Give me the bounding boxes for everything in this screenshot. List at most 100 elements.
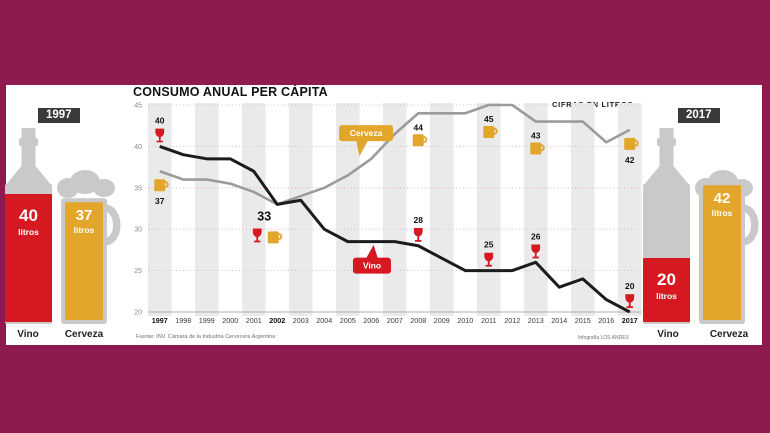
- x-tick-label: 2010: [457, 316, 473, 325]
- data-label: 44: [414, 122, 424, 132]
- beer-mug-icon: [483, 126, 498, 138]
- beer-unit: litros: [74, 225, 95, 235]
- data-label: 28: [414, 215, 424, 225]
- vino-label-1997: Vino: [17, 329, 39, 340]
- data-label: 20: [625, 281, 635, 291]
- vino-label-2017: Vino: [657, 329, 679, 340]
- x-tick-label: 2006: [363, 316, 379, 325]
- wine-glass-icon: [413, 227, 423, 242]
- year-badge-1997: 1997: [38, 108, 80, 123]
- chart-band: [148, 103, 172, 316]
- bottle-neck: [21, 128, 36, 168]
- beer-mug-icon: [154, 179, 169, 192]
- data-label: 25: [484, 240, 494, 250]
- x-tick-label: 2016: [598, 316, 614, 325]
- chart-band: [430, 103, 454, 316]
- y-tick-label: 40: [134, 144, 142, 151]
- wine-unit: litros: [656, 291, 677, 301]
- x-tick-label: 2004: [316, 316, 332, 325]
- chart-band: [571, 103, 595, 316]
- data-label: 43: [531, 131, 541, 141]
- data-label: 33: [257, 209, 271, 223]
- wine-glass-icon: [252, 228, 262, 243]
- data-label: 40: [155, 115, 165, 125]
- x-tick-label: 2017: [622, 316, 638, 325]
- x-tick-label: 1997: [152, 316, 168, 325]
- cerveza-line: [159, 103, 631, 206]
- vino-bubble: Vino: [352, 244, 391, 274]
- x-tick-label: 1999: [199, 316, 215, 325]
- wine-fill: [5, 194, 52, 322]
- x-tick-label: 1998: [175, 316, 191, 325]
- source-note: Fuente: INV. Cámara de la Industria Cerv…: [136, 334, 276, 340]
- cerveza-label-2017: Cerveza: [709, 329, 749, 340]
- beer-unit: litros: [712, 208, 733, 218]
- y-tick-label: 20: [134, 310, 142, 317]
- bottle-shoulder: [643, 166, 690, 186]
- x-tick-label: 2009: [434, 316, 450, 325]
- x-tick-label: 2015: [575, 316, 591, 325]
- wine-bottle-1997: 40 litros: [5, 128, 52, 324]
- beer-mug-icon: [267, 231, 283, 244]
- wine-fill: [643, 258, 690, 322]
- beer-mug-1997: 37 litros: [57, 170, 121, 324]
- beer-mug-2017: 42 litros: [695, 170, 759, 324]
- figure-2017: 20 litros 42 litros: [643, 128, 759, 324]
- wine-unit: litros: [18, 227, 39, 237]
- y-tick-label: 30: [134, 227, 142, 234]
- chart-band: [618, 103, 642, 316]
- beer-value: 37: [76, 207, 93, 224]
- series-label: Cerveza: [350, 128, 383, 138]
- data-label: 45: [484, 114, 494, 124]
- chart-band: [477, 103, 501, 316]
- y-tick-label: 35: [134, 185, 142, 192]
- mug-handle: [741, 204, 759, 246]
- year-badge-2017: 2017: [678, 108, 720, 123]
- mug-foam: [57, 170, 115, 198]
- beer-fill: [703, 185, 741, 320]
- wine-glass-icon: [155, 128, 165, 143]
- x-tick-label: 2005: [340, 316, 356, 325]
- cerveza-label-1997: Cerveza: [64, 329, 104, 340]
- wine-glass-icon: [625, 294, 635, 308]
- bottle-ring: [657, 138, 676, 146]
- bottle-shoulder: [5, 166, 52, 186]
- figure-1997: 40 litros 37 litros: [5, 128, 121, 324]
- x-tick-label: 2012: [504, 316, 520, 325]
- beer-value: 42: [714, 190, 731, 207]
- x-tick-label: 2000: [222, 316, 238, 325]
- wine-value: 40: [19, 206, 38, 225]
- cerveza-bubble: Cerveza: [339, 125, 394, 157]
- chart-band: [195, 103, 219, 316]
- wine-glass-icon: [531, 244, 541, 259]
- chart-band: [524, 103, 548, 316]
- beer-mug-icon: [624, 137, 639, 150]
- data-label: 26: [531, 231, 541, 241]
- wine-glass-icon: [484, 252, 494, 267]
- x-tick-label: 2011: [481, 316, 496, 325]
- chart-band: [289, 103, 313, 316]
- wine-value: 20: [657, 270, 676, 289]
- credit-note: Infografía LOS ANDES: [578, 335, 629, 341]
- beer-mug-icon: [412, 134, 428, 147]
- x-tick-label: 2014: [551, 316, 567, 325]
- wine-bottle-2017: 20 litros: [643, 128, 690, 324]
- data-label: 42: [625, 155, 635, 165]
- consumption-chart: 20 25 30 35 40 45 1997 1998 1999 2000 2001 2002 2003…: [134, 103, 642, 325]
- bottle-neck: [659, 128, 674, 168]
- chart-band: [242, 103, 266, 316]
- y-tick-label: 45: [134, 103, 142, 110]
- x-tick-label: 2001: [246, 316, 262, 325]
- y-tick-label: 25: [134, 268, 142, 275]
- x-tick-label: 2013: [528, 316, 544, 325]
- x-tick-label: 2007: [387, 316, 403, 325]
- x-tick-label: 2008: [410, 316, 426, 325]
- bottle-ring: [19, 138, 38, 146]
- x-tick-label: 2002: [269, 316, 285, 325]
- beer-fill: [65, 202, 103, 320]
- x-tick-label: 2003: [293, 316, 309, 325]
- page-title: CONSUMO ANUAL PER CÁPITA: [133, 85, 328, 99]
- data-label: 37: [155, 196, 165, 206]
- series-label: Vino: [363, 261, 381, 271]
